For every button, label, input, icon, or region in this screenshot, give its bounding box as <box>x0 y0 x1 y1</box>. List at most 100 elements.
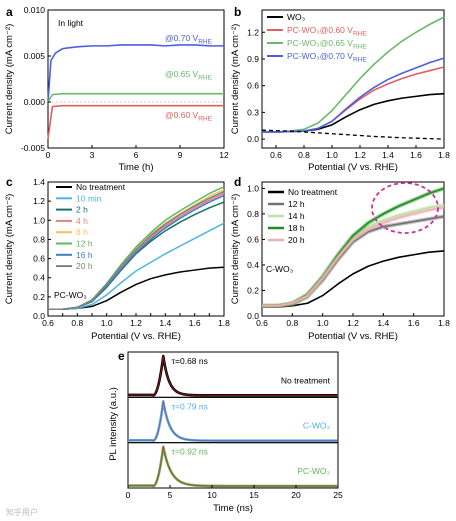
panel-c-series-1 <box>48 222 225 311</box>
panel-b-xtick-label: 1.8 <box>438 150 450 160</box>
panel-a-xlabel: Time (h) <box>118 162 153 173</box>
panel-d-series-4 <box>262 206 445 307</box>
panel-a-xtick-label: 9 <box>178 150 183 160</box>
panel-e-xtick-label: 25 <box>333 490 343 500</box>
panel-c-xtick-label: 1.6 <box>189 318 201 328</box>
panel-c-label: c <box>6 175 13 189</box>
panel-b-xtick-label: 0.8 <box>298 150 310 160</box>
panel-b-xlabel: Potential (V vs. RHE) <box>308 162 398 173</box>
panel-c-ytick-label: 0.4 <box>33 273 45 283</box>
panel-c-xtick-label: 0.6 <box>42 318 54 328</box>
panel-d-legend-label: 20 h <box>288 235 305 245</box>
panel-e-tau-label: τ=0.79 ns <box>172 401 208 411</box>
panel-e-xtick-label: 5 <box>168 490 173 500</box>
panel-b-xtick-label: 1.2 <box>354 150 366 160</box>
panel-b-ytick-label: 0.3 <box>247 107 259 117</box>
panel-d-ytick-label: 0.6 <box>247 234 259 244</box>
panel-b-xtick-label: 1.4 <box>382 150 394 160</box>
panel-a-annotation: In light <box>58 18 84 28</box>
panel-c-ytick-label: 0.8 <box>33 234 45 244</box>
panel-d-legend-label: 12 h <box>288 199 305 209</box>
panel-c-ytick-label: 1.2 <box>33 196 45 206</box>
panel-e-sample-label: No treatment <box>281 375 331 385</box>
panel-b-legend-label: PC-WO₃@0.65 VRHE <box>287 38 367 51</box>
panel-d-label: d <box>234 175 241 189</box>
panel-d-legend-label: No treatment <box>288 187 338 197</box>
panel-e-subpanel-frame <box>127 442 339 489</box>
panel-d-ytick-label: 0.2 <box>247 285 259 295</box>
panel-c-xtick-label: 1.0 <box>101 318 113 328</box>
panel-b-series-1 <box>262 66 445 133</box>
panel-a-ytick-label: 0.005 <box>24 51 46 61</box>
panel-d-annotation: C-WO₃ <box>266 264 293 274</box>
watermark-text: 知乎用户 <box>6 507 38 517</box>
panel-a-series-0 <box>47 44 224 103</box>
panel-c-xtick-label: 1.2 <box>130 318 142 328</box>
panel-c-ylabel: Current density (mA cm⁻²) <box>4 194 15 305</box>
panel-c-ytick-label: 1.0 <box>33 215 45 225</box>
panel-c-ytick-label: 0.6 <box>33 254 45 264</box>
panel-e-xtick-label: 0 <box>126 490 131 500</box>
panel-d-xtick-label: 1.2 <box>347 318 359 328</box>
panel-c-series-7 <box>48 190 225 311</box>
panel-c-legend-label: 12 h <box>76 239 93 249</box>
panel-d-ylabel: Current density (mA cm⁻²) <box>230 194 241 305</box>
panel-a-series-label: @0.65 VRHE <box>165 69 213 82</box>
panel-c-legend-label: No treatment <box>76 182 126 192</box>
panel-b-frame <box>261 9 445 149</box>
panel-a-label: a <box>6 5 13 19</box>
panel-c-legend-label: 2 h <box>76 205 88 215</box>
panel-d-xtick-label: 0.6 <box>256 318 268 328</box>
panel-b-ytick-label: 1.2 <box>247 27 259 37</box>
panel-d-xtick-label: 1.8 <box>438 318 450 328</box>
panel-b-ylabel: Current density (mA cm⁻²) <box>230 24 241 135</box>
panel-d-xtick-label: 0.8 <box>286 318 298 328</box>
panel-b-legend-label: WO₃ <box>287 12 305 22</box>
panel-e-xtick-label: 15 <box>249 490 259 500</box>
panel-a-series-2 <box>47 104 224 139</box>
panel-d-legend-label: 14 h <box>288 211 305 221</box>
panel-b-ytick-label: 0.9 <box>247 54 259 64</box>
panel-c-series-0 <box>48 266 225 311</box>
panel-e-sample-label: C-WO₃ <box>303 421 330 431</box>
panel-a-series-1 <box>47 92 224 103</box>
panel-a-xtick-label: 0 <box>46 150 51 160</box>
panel-e-fit-1 <box>128 400 338 442</box>
panel-c-ytick-label: 1.4 <box>33 177 45 187</box>
panel-d-series-0 <box>262 250 445 308</box>
panel-e-fit-2 <box>128 446 338 487</box>
panel-a: a In light @0.70 VRHE @0.65 VRHE @0.60 VRHE 0… <box>4 5 229 173</box>
panel-a-ylabel: Current density (mA cm⁻²) <box>4 24 15 135</box>
panel-e-xtick-label: 20 <box>291 490 301 500</box>
panel-c-xtick-label: 1.4 <box>159 318 171 328</box>
panel-a-ytick-label: 0.010 <box>24 5 46 15</box>
panel-d-xtick-label: 1.4 <box>377 318 389 328</box>
panel-a-series-label: @0.70 VRHE <box>165 33 213 46</box>
panel-b-legend-label: PC-WO₃@0.70 VRHE <box>287 51 367 64</box>
panel-d-ytick-label: 0.8 <box>247 209 259 219</box>
panel-c-legend-label: 4 h <box>76 216 88 226</box>
panel-a-xtick-label: 3 <box>90 150 95 160</box>
panel-c-legend-label: 20 h <box>76 261 93 271</box>
panel-d-ytick-label: 0.4 <box>247 260 259 270</box>
panel-c-xlabel: Potential (V vs. RHE) <box>91 331 181 342</box>
panel-a-xtick-label: 12 <box>219 150 229 160</box>
panel-b-ytick-label: 0.0 <box>247 134 259 144</box>
panel-b-series-0 <box>262 92 445 133</box>
panel-e-xtick-label: 10 <box>207 490 217 500</box>
panel-d-ytick-label: 1.0 <box>247 183 259 193</box>
panel-e-tau-label: τ=0.68 ns <box>172 356 208 366</box>
panel-c-xtick-label: 1.8 <box>218 318 230 328</box>
panel-e-label: e <box>118 349 125 363</box>
panel-d-xlabel: Potential (V vs. RHE) <box>308 331 398 342</box>
panel-e-sample-label: PC-WO₃ <box>297 466 330 476</box>
panel-a-ytick-label: 0.000 <box>24 97 46 107</box>
panel-e: e τ=0.68 ns No treatment τ=0.79 ns C-WO₃ τ=0.… <box>108 349 343 514</box>
panel-d-ytick-label: 0.0 <box>247 311 259 321</box>
panel-e-tau-label: τ=0.92 ns <box>172 447 208 457</box>
panel-e-ylabel: PL intensity (a.u.) <box>108 387 119 461</box>
panel-a-xtick-label: 6 <box>134 150 139 160</box>
